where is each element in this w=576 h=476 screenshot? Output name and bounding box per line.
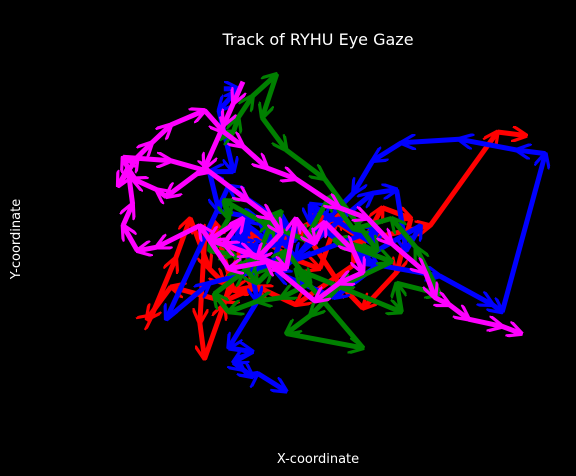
gaze-segment <box>501 326 521 333</box>
gaze-segment <box>397 283 402 313</box>
gaze-series-4 <box>116 80 521 334</box>
gaze-segment <box>214 294 231 314</box>
gaze-segment <box>322 220 354 251</box>
gaze-segment <box>499 154 545 313</box>
gaze-segment <box>401 139 460 143</box>
gaze-segment <box>339 272 365 283</box>
gaze-segment <box>229 262 268 269</box>
gaze-segment <box>438 273 493 305</box>
gaze-segment <box>233 80 243 104</box>
gaze-segment <box>123 204 133 227</box>
gaze-segment <box>202 305 224 360</box>
gaze-segment <box>284 148 324 179</box>
gaze-segment <box>353 159 375 193</box>
gaze-segment <box>150 125 171 145</box>
gaze-segment <box>497 132 526 136</box>
gaze-segment <box>229 299 260 348</box>
gaze-segment <box>147 316 152 320</box>
gaze-segment <box>157 223 201 248</box>
gaze-segment <box>266 165 296 179</box>
gaze-segment <box>435 298 449 305</box>
gaze-segment <box>392 218 418 249</box>
gaze-segment <box>372 190 397 194</box>
gaze-segment <box>135 143 151 159</box>
gaze-segment <box>202 108 224 132</box>
gaze-segment <box>212 272 243 296</box>
gaze-segment <box>315 222 325 245</box>
gaze-segment <box>241 144 267 168</box>
gaze-segment <box>281 280 312 297</box>
gaze-segment <box>447 302 468 319</box>
gaze-segment <box>322 177 378 251</box>
chart-title: Track of RYHU Eye Gaze <box>221 30 413 49</box>
gaze-segment <box>250 74 277 98</box>
gaze-segment <box>229 298 259 312</box>
gaze-segment <box>262 73 279 117</box>
gaze-segment <box>123 226 140 253</box>
gaze-segment <box>272 218 282 232</box>
gaze-segment <box>253 373 258 377</box>
gaze-segment <box>208 237 252 254</box>
gaze-segment <box>267 262 317 304</box>
gaze-segment <box>170 158 209 172</box>
gaze-segment <box>209 216 245 240</box>
gaze-segment <box>294 176 339 208</box>
gaze-segment <box>428 132 497 228</box>
gaze-segment <box>286 313 312 334</box>
gaze-segment <box>294 266 402 312</box>
gaze-segment <box>207 169 247 201</box>
gaze-segment <box>315 281 341 301</box>
gaze-segment <box>390 241 426 273</box>
gaze-segment <box>260 116 286 150</box>
gaze-segment <box>246 198 272 218</box>
plot-area <box>118 74 545 391</box>
gaze-segment <box>363 270 399 308</box>
gaze-segment <box>233 287 254 291</box>
gaze-segment <box>256 371 286 391</box>
gaze-segment <box>224 199 229 218</box>
gaze-segment <box>285 331 363 348</box>
gaze-segment <box>338 205 368 219</box>
gaze-segment <box>170 110 205 128</box>
gaze-segment <box>173 218 190 259</box>
gaze-segment <box>459 139 518 153</box>
gaze-segment <box>164 283 209 322</box>
gaze-segment <box>365 216 392 243</box>
gaze-segment <box>137 247 158 251</box>
gaze-segment <box>283 218 296 270</box>
gaze-segment <box>373 140 403 161</box>
gaze-segment <box>257 298 282 302</box>
gaze-segment <box>468 319 503 326</box>
gaze-segment <box>157 190 167 197</box>
gaze-segment <box>517 150 546 154</box>
gaze-segment <box>116 157 137 188</box>
gaze-segment <box>257 231 284 258</box>
gaze-segment <box>353 249 363 273</box>
gaze-segment <box>200 226 231 271</box>
gaze-segment <box>293 216 315 243</box>
gaze-segment <box>149 258 176 317</box>
y-axis-label: Y-coordinate <box>9 199 24 280</box>
gaze-segment <box>222 129 243 146</box>
x-axis-label: X-coordinate <box>277 452 359 467</box>
gaze-segment <box>200 322 205 359</box>
